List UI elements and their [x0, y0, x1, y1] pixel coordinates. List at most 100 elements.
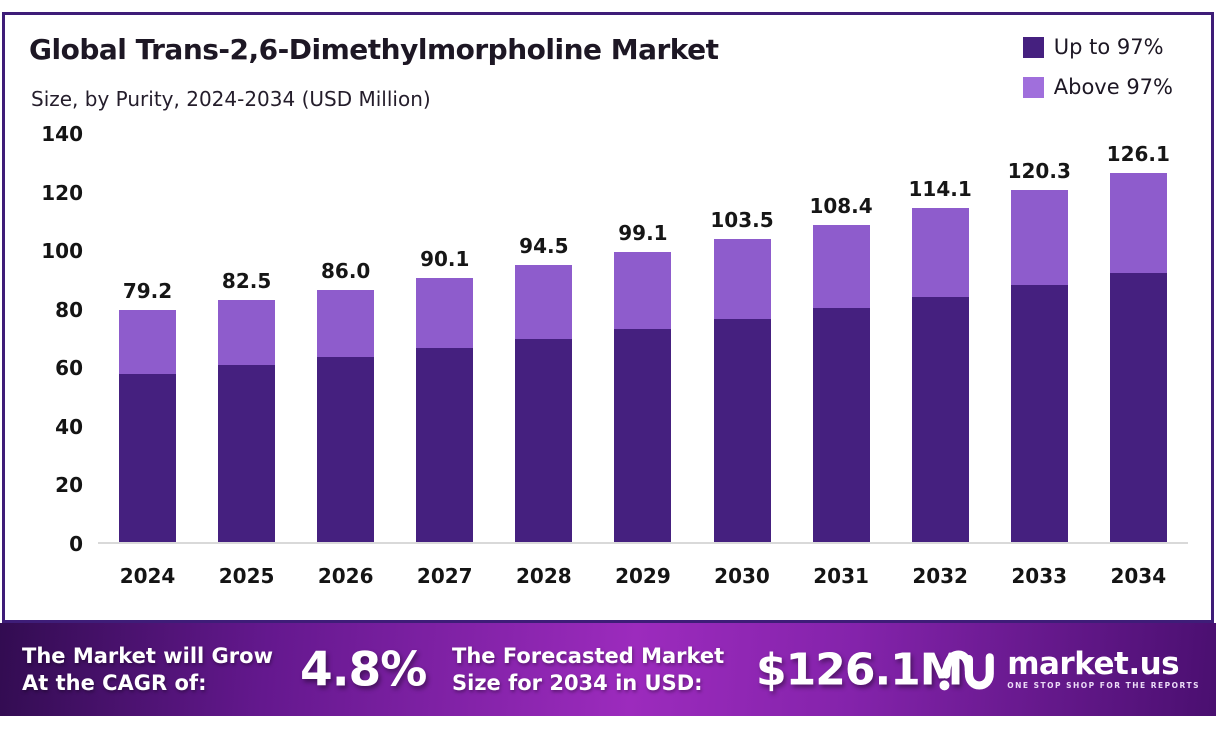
bar-total-label: 126.1	[1106, 141, 1170, 166]
x-axis-label: 2034	[1110, 564, 1167, 588]
bar-segment-up-to-97	[713, 318, 771, 542]
bar-total-label: 103.5	[710, 207, 774, 232]
plot-area: 79.2 2024 82.5 2025 86.0 2026 90.1 2027 94.5 2028…	[98, 134, 1188, 588]
bar-total-label: 108.4	[809, 193, 873, 218]
bar-stack	[218, 300, 276, 542]
chart-legend: Up to 97% Above 97%	[1022, 35, 1173, 115]
chart-card: Global Trans-2,6-Dimethylmorpholine Mark…	[2, 12, 1214, 623]
bar-group-2024: 79.2 2024	[98, 134, 197, 588]
forecast-label-line1: The Forecasted Market	[452, 643, 725, 668]
bar-segment-above-97	[911, 207, 969, 297]
bar-group-2031: 108.4 2031	[792, 134, 891, 588]
bar-group-2032: 114.1 2032	[891, 134, 990, 588]
y-axis-tick-label: 100	[41, 239, 83, 264]
market-us-logo-icon	[939, 650, 995, 690]
x-axis-label: 2027	[416, 564, 473, 588]
bar-stack	[416, 278, 474, 542]
bar-segment-up-to-97	[812, 308, 870, 542]
cagr-value: 4.8%	[300, 642, 427, 697]
x-axis-label: 2030	[714, 564, 770, 588]
bar-segment-above-97	[713, 238, 771, 319]
bar-segment-up-to-97	[515, 339, 573, 542]
bar-total-label: 79.2	[122, 279, 173, 304]
x-axis-label: 2032	[912, 564, 968, 588]
y-axis-tick-label: 40	[55, 414, 83, 439]
bar-total-label: 99.1	[618, 220, 668, 245]
bar-segment-above-97	[416, 278, 474, 349]
bar-segment-above-97	[317, 290, 375, 358]
bar-group-2027: 90.1 2027	[395, 134, 494, 588]
legend-label: Up to 97%	[1053, 35, 1164, 59]
bar-total-label: 90.1	[420, 247, 470, 272]
x-axis-label: 2028	[516, 564, 572, 588]
y-axis-tick-label: 140	[41, 122, 83, 146]
forecast-label: The Forecasted Market Size for 2034 in U…	[452, 643, 724, 697]
cagr-label: The Market will Grow At the CAGR of:	[22, 643, 273, 697]
bar-segment-above-97	[812, 224, 870, 309]
bar-group-2030: 103.5 2030	[693, 134, 792, 588]
bar-group-2028: 94.5 2028	[494, 134, 593, 588]
brand-text: market.us ONE STOP SHOP FOR THE REPORTS	[1007, 646, 1200, 691]
bar-total-label: 82.5	[221, 269, 272, 294]
bar-stack	[1010, 189, 1068, 542]
y-axis-tick-label: 20	[55, 473, 83, 498]
bar-segment-above-97	[119, 310, 177, 374]
bar-stack	[119, 310, 177, 542]
bar-segment-above-97	[1010, 189, 1068, 286]
bar-segment-up-to-97	[1010, 285, 1068, 542]
cagr-label-line2: At the CAGR of:	[22, 670, 207, 695]
bar-segment-up-to-97	[416, 348, 474, 542]
bar-total-label: 86.0	[321, 259, 371, 284]
cagr-label-line1: The Market will Grow	[22, 643, 273, 668]
page-title: Global Trans-2,6-Dimethylmorpholine Mark…	[29, 33, 719, 66]
bar-segment-above-97	[515, 265, 573, 340]
bar-total-label: 114.1	[908, 176, 972, 201]
bar-stack	[911, 207, 969, 542]
bar-segment-up-to-97	[317, 357, 375, 542]
bar-stack	[812, 224, 870, 542]
legend-label: Above 97%	[1053, 75, 1173, 99]
brand-logo: market.us ONE STOP SHOP FOR THE REPORTS	[939, 645, 1200, 695]
bar-stack	[317, 290, 375, 542]
y-axis-tick-label: 120	[41, 180, 83, 205]
legend-item-up-to-97: Up to 97%	[1022, 35, 1173, 59]
bar-stack	[614, 251, 672, 542]
bar-segment-above-97	[614, 251, 672, 330]
x-axis-label: 2024	[119, 564, 176, 588]
bar-group-2033: 120.3 2033	[990, 134, 1089, 588]
bar-segment-above-97	[1109, 172, 1167, 273]
page-subtitle: Size, by Purity, 2024-2034 (USD Million)	[31, 87, 431, 111]
bar-total-label: 94.5	[519, 234, 569, 259]
bar-stack	[713, 238, 771, 542]
x-axis-label: 2025	[218, 564, 275, 588]
bar-group-2025: 82.5 2025	[197, 134, 296, 588]
bar-segment-up-to-97	[614, 329, 672, 542]
y-axis: 0 20 40 60 80 100 120 140	[23, 122, 83, 556]
x-axis-label: 2033	[1011, 564, 1068, 588]
brand-tagline: ONE STOP SHOP FOR THE REPORTS	[1007, 681, 1200, 690]
bar-stack	[515, 265, 573, 542]
y-axis-tick-label: 80	[55, 297, 83, 322]
bar-group-2026: 86.0 2026	[296, 134, 395, 588]
y-axis-tick-label: 0	[69, 532, 83, 556]
forecast-value: $126.1M	[756, 644, 964, 695]
bar-segment-up-to-97	[218, 365, 276, 542]
bar-group-2029: 99.1 2029	[593, 134, 692, 588]
legend-item-above-97: Above 97%	[1022, 75, 1173, 99]
x-axis-label: 2031	[813, 564, 869, 588]
bar-segment-up-to-97	[911, 296, 969, 542]
brand-name: market.us	[1007, 646, 1180, 682]
bar-segment-above-97	[218, 300, 276, 366]
legend-swatch-up-to-97	[1022, 36, 1044, 58]
bar-segment-up-to-97	[1109, 272, 1167, 542]
bar-group-2034: 126.1 2034	[1089, 134, 1188, 588]
footer-banner: The Market will Grow At the CAGR of: 4.8…	[0, 623, 1216, 716]
bar-series: 79.2 2024 82.5 2025 86.0 2026 90.1 2027 94.5 2028…	[98, 134, 1188, 588]
bar-stack	[1109, 172, 1167, 542]
legend-swatch-above-97	[1022, 76, 1044, 98]
bar-segment-up-to-97	[119, 373, 177, 542]
y-axis-tick-label: 60	[55, 356, 83, 381]
x-axis-label: 2026	[317, 564, 374, 588]
bar-total-label: 120.3	[1007, 158, 1071, 183]
